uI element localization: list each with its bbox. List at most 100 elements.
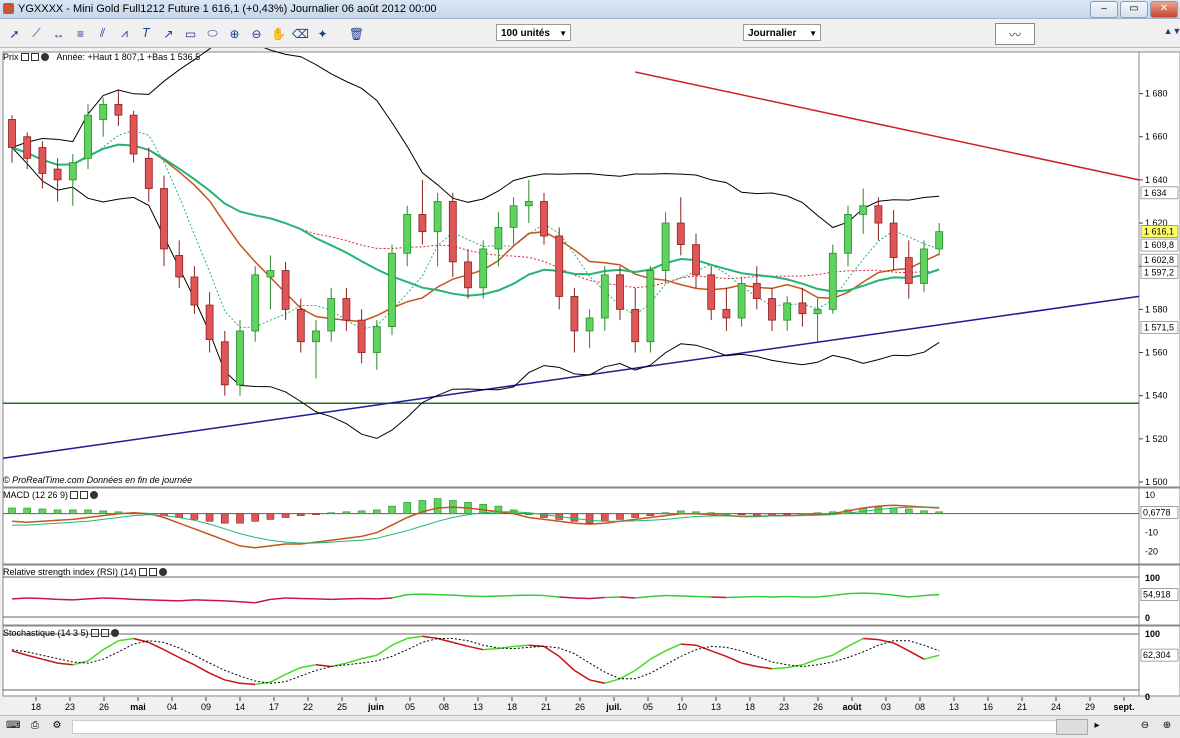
candle-body [39,148,46,174]
properties-icon[interactable] [139,568,147,576]
y-tick-label: 1 520 [1145,434,1168,444]
horizontal-line-icon[interactable]: ↔ [50,25,67,42]
candle-body [24,137,31,159]
close-pane-icon[interactable] [90,491,98,499]
magic-wand-icon[interactable]: ✦ [314,25,331,42]
macd-histogram-bar [282,514,289,518]
rsi-line-segment [179,600,194,601]
macd-histogram-bar [586,514,593,523]
rsi-line-segment [650,596,665,597]
scroll-thumb[interactable] [1056,719,1088,735]
zoom-in-icon[interactable]: ⊕ [1160,719,1174,733]
macd-histogram-bar [297,514,304,516]
candle-body [69,163,76,180]
macd-histogram-bar [328,513,335,514]
candle-body [875,206,882,223]
macd-pane-bg [3,488,1139,564]
macd-histogram-bar [313,514,320,515]
rsi-current-label: 54,918 [1143,590,1171,600]
close-pane-icon[interactable] [41,53,49,61]
macd-histogram-bar [69,510,76,514]
properties-icon[interactable] [91,629,99,637]
ellipse-tool-icon[interactable]: ⬭ [204,25,221,42]
settings-icon[interactable]: ⚙ [50,719,64,733]
zoom-out-icon[interactable]: ⊖ [1138,719,1152,733]
close-pane-icon[interactable] [159,568,167,576]
units-select[interactable]: 100 unités ▼ [496,24,571,41]
properties-icon[interactable] [21,53,29,61]
zoom-out-icon[interactable]: ⊖ [248,25,265,42]
fibonacci-icon[interactable]: ≡ [72,25,89,42]
maximize-pane-icon[interactable] [101,629,109,637]
scroll-track[interactable] [72,720,1066,734]
minimize-button[interactable]: – [1090,1,1118,18]
candle-body [100,104,107,119]
arrow-tool-icon[interactable]: ↗ [160,25,177,42]
scroll-right-icon[interactable]: ▸ [1090,719,1104,733]
candle-body [267,271,274,277]
macd-histogram-bar [54,510,61,514]
period-select[interactable]: Journalier ▼ [743,24,821,41]
print-icon[interactable]: ⎙ [28,719,42,733]
rsi-line-segment [924,595,939,596]
x-tick-label: 26 [99,702,109,712]
rectangle-tool-icon[interactable]: ▭ [182,25,199,42]
pane-controls-icon[interactable]: ▲▼ [1164,22,1180,39]
keyboard-icon[interactable]: ⌨ [6,719,20,733]
y-tick-label: 1 680 [1145,89,1168,99]
candle-body [556,236,563,296]
x-tick-label: 13 [473,702,483,712]
x-tick-label: 18 [31,702,41,712]
properties-icon[interactable] [70,491,78,499]
candle-body [176,255,183,277]
channel-icon[interactable]: ⫽ [94,25,111,42]
macd-histogram-bar [632,514,639,518]
macd-histogram-bar [525,514,532,515]
candle-body [799,303,806,314]
maximize-button[interactable]: ▭ [1120,1,1148,18]
pointer-icon[interactable]: ➚ [6,25,23,42]
close-button[interactable]: ✕ [1150,1,1178,18]
maximize-pane-icon[interactable] [80,491,88,499]
macd-y-tick-label: -20 [1145,547,1158,557]
stoch-y-tick-label: 0 [1145,692,1150,702]
macd-histogram-bar [647,514,654,516]
eraser-icon[interactable]: ⌫ [292,25,309,42]
candle-body [525,201,532,205]
x-tick-label: 24 [1051,702,1061,712]
close-pane-icon[interactable] [111,629,119,637]
candle-body [206,305,213,340]
x-tick-label: 21 [541,702,551,712]
zoom-in-icon[interactable]: ⊕ [226,25,243,42]
watermark-text: © ProRealTime.com Données en fin de jour… [3,475,192,485]
rsi-line-segment [225,601,240,602]
text-tool-icon[interactable]: 𝑇 [138,25,155,42]
line-tool-icon[interactable]: ⟋ [28,25,45,42]
hand-tool-icon[interactable]: ✋ [270,25,287,42]
candle-body [449,201,456,261]
maximize-pane-icon[interactable] [149,568,157,576]
delete-icon[interactable]: 🗑 [348,25,365,42]
rsi-line-segment [590,597,605,598]
indicator-wizard-icon[interactable]: 〰 [995,23,1035,45]
watermark: © ProRealTime.com Données en fin de jour… [3,475,192,485]
maximize-pane-icon[interactable] [31,53,39,61]
candle-body [814,309,821,313]
macd-histogram-bar [85,510,92,514]
x-tick-label: 13 [949,702,959,712]
x-tick-label: 23 [779,702,789,712]
drawing-toolbar: ➚ ⟋ ↔ ≡ ⫽ ⩘ 𝑇 ↗ ▭ ⬭ ⊕ ⊖ ✋ ⌫ ✦ 🗑 100 unit… [0,19,1180,48]
candle-body [753,283,760,298]
rsi-line-segment [118,598,133,599]
candle-body [829,253,836,309]
x-tick-label: mai [130,702,146,712]
regression-icon[interactable]: ⩘ [116,25,133,42]
candle-body [601,275,608,318]
macd-histogram-bar [875,507,882,514]
stoch-y-tick-label: 100 [1145,629,1160,639]
price-tag-label: 1 602,8 [1144,255,1174,265]
macd-histogram-bar [571,514,578,522]
macd-histogram-bar [434,499,441,514]
candle-body [297,309,304,341]
